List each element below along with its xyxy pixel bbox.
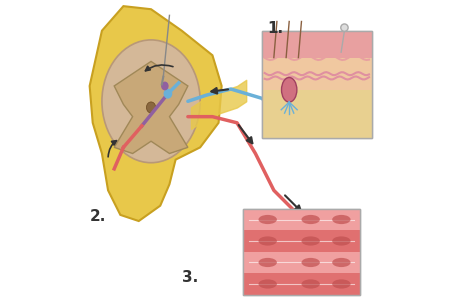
Ellipse shape (282, 78, 297, 102)
Bar (243, 209, 360, 295)
Ellipse shape (102, 40, 200, 163)
Text: 3.: 3. (182, 270, 198, 285)
Polygon shape (262, 31, 372, 58)
Text: 1.: 1. (268, 21, 284, 37)
Ellipse shape (301, 215, 320, 224)
FancyBboxPatch shape (262, 31, 372, 138)
Polygon shape (262, 90, 372, 138)
Ellipse shape (332, 258, 351, 267)
Ellipse shape (162, 82, 168, 90)
Bar (243, 209, 360, 295)
Polygon shape (243, 209, 360, 230)
Ellipse shape (258, 258, 277, 267)
Ellipse shape (332, 236, 351, 246)
Polygon shape (90, 6, 222, 221)
Ellipse shape (332, 215, 351, 224)
Polygon shape (243, 252, 360, 273)
Ellipse shape (258, 236, 277, 246)
Polygon shape (243, 273, 360, 295)
Ellipse shape (146, 102, 155, 113)
Text: 2.: 2. (90, 209, 106, 224)
Polygon shape (114, 61, 188, 154)
Ellipse shape (301, 236, 320, 246)
Ellipse shape (301, 279, 320, 289)
Polygon shape (243, 230, 360, 252)
Ellipse shape (341, 24, 348, 31)
Ellipse shape (332, 279, 351, 289)
Bar (262, 31, 372, 138)
Ellipse shape (258, 215, 277, 224)
Ellipse shape (301, 258, 320, 267)
Polygon shape (262, 58, 372, 90)
Ellipse shape (258, 279, 277, 289)
Ellipse shape (164, 89, 172, 98)
